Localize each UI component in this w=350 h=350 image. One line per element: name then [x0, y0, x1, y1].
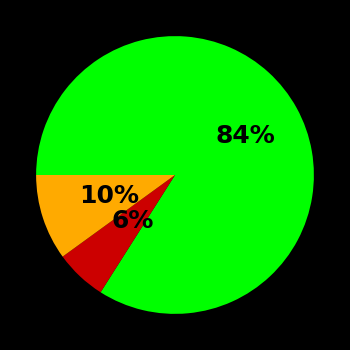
Wedge shape: [63, 175, 175, 292]
Text: 10%: 10%: [79, 184, 139, 209]
Text: 6%: 6%: [111, 209, 153, 232]
Text: 84%: 84%: [216, 124, 275, 148]
Wedge shape: [36, 36, 314, 314]
Wedge shape: [36, 175, 175, 257]
